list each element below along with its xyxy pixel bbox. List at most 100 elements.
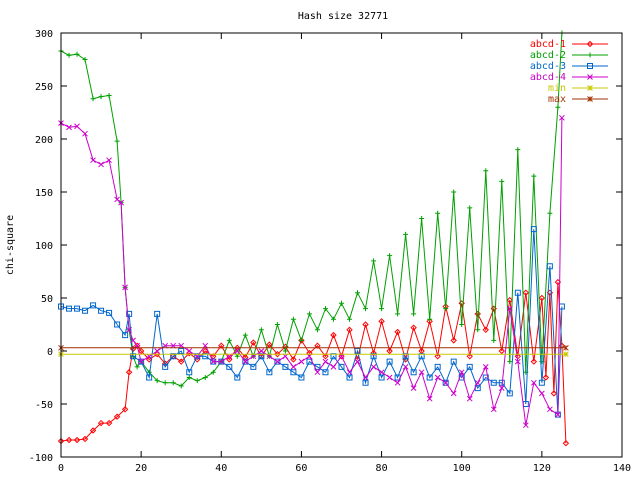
data-point xyxy=(427,316,433,322)
data-point xyxy=(346,369,353,376)
data-point xyxy=(186,375,192,380)
data-point xyxy=(162,380,168,386)
x-tick-label: 40 xyxy=(215,463,227,474)
y-axis-label: chi-square xyxy=(5,215,16,275)
legend-label-abcd-3: abcd-3 xyxy=(530,61,566,72)
data-point xyxy=(274,322,280,327)
series-layer xyxy=(57,30,570,447)
data-point xyxy=(322,353,329,360)
data-point xyxy=(218,358,225,365)
y-tick-label: 250 xyxy=(35,82,53,93)
data-point xyxy=(82,57,88,62)
legend-marker-min xyxy=(587,85,593,91)
data-point xyxy=(362,379,369,386)
data-point xyxy=(499,178,505,184)
data-point xyxy=(562,440,570,447)
data-point xyxy=(458,369,465,376)
x-tick-label: 120 xyxy=(533,463,551,474)
data-point xyxy=(354,348,361,354)
data-point xyxy=(506,296,514,304)
data-point xyxy=(530,379,537,386)
data-point xyxy=(290,369,297,376)
data-point xyxy=(467,205,473,211)
data-point xyxy=(547,406,553,413)
data-point xyxy=(466,395,473,402)
data-point xyxy=(114,321,121,328)
data-point xyxy=(298,337,304,343)
data-point xyxy=(539,390,545,397)
data-point xyxy=(290,356,297,363)
data-point xyxy=(138,358,145,365)
data-point xyxy=(74,305,81,312)
data-point xyxy=(274,358,281,365)
data-point xyxy=(250,339,257,346)
data-point xyxy=(490,406,497,413)
data-point xyxy=(114,196,120,203)
data-point xyxy=(186,348,193,354)
data-point xyxy=(386,358,393,365)
data-point xyxy=(90,302,97,309)
data-point xyxy=(122,332,129,339)
data-point xyxy=(450,390,457,397)
data-point xyxy=(314,327,320,333)
x-tick-label: 140 xyxy=(613,463,631,474)
data-point xyxy=(362,374,369,381)
data-point xyxy=(330,316,336,322)
data-point xyxy=(395,311,401,317)
data-point xyxy=(322,306,328,312)
data-point xyxy=(555,104,561,110)
y-tick-label: -100 xyxy=(29,453,53,464)
data-point xyxy=(363,306,369,312)
data-point xyxy=(130,337,136,344)
data-point xyxy=(274,358,281,365)
data-point xyxy=(378,318,385,325)
x-tick-label: 100 xyxy=(453,463,471,474)
data-point xyxy=(466,363,473,370)
data-point xyxy=(362,321,369,328)
data-point xyxy=(89,427,97,434)
data-point xyxy=(90,96,96,102)
data-point xyxy=(210,369,216,375)
data-point xyxy=(250,363,257,370)
data-point xyxy=(346,374,353,381)
data-point xyxy=(137,347,145,355)
plot-frame xyxy=(60,32,623,458)
data-point xyxy=(178,383,184,389)
data-point xyxy=(125,368,133,376)
legend-label-min: min xyxy=(548,83,566,94)
data-point xyxy=(507,359,513,365)
data-point xyxy=(154,348,161,354)
data-point xyxy=(443,306,449,312)
data-point xyxy=(322,358,329,365)
data-point xyxy=(258,327,264,333)
data-point xyxy=(66,124,72,131)
data-point xyxy=(121,406,129,413)
data-point xyxy=(58,303,64,310)
chart-title: Hash size 32771 xyxy=(298,11,388,22)
data-point xyxy=(98,161,104,168)
data-point xyxy=(126,326,132,333)
data-point xyxy=(226,363,233,370)
data-point xyxy=(134,364,140,370)
data-point xyxy=(559,114,565,121)
data-point xyxy=(515,147,521,153)
data-point xyxy=(106,157,112,164)
data-point xyxy=(530,358,538,365)
data-point xyxy=(274,350,281,358)
data-point xyxy=(330,364,337,370)
data-point xyxy=(74,123,80,130)
data-point xyxy=(90,157,96,164)
data-point xyxy=(418,369,425,376)
data-point xyxy=(378,374,385,381)
data-point xyxy=(162,363,169,370)
data-point xyxy=(298,358,305,365)
data-point xyxy=(410,385,417,391)
data-point xyxy=(258,348,265,354)
data-point xyxy=(73,436,81,444)
data-point xyxy=(466,353,473,360)
data-point xyxy=(346,326,353,334)
data-point xyxy=(97,419,105,427)
data-point xyxy=(483,168,489,174)
